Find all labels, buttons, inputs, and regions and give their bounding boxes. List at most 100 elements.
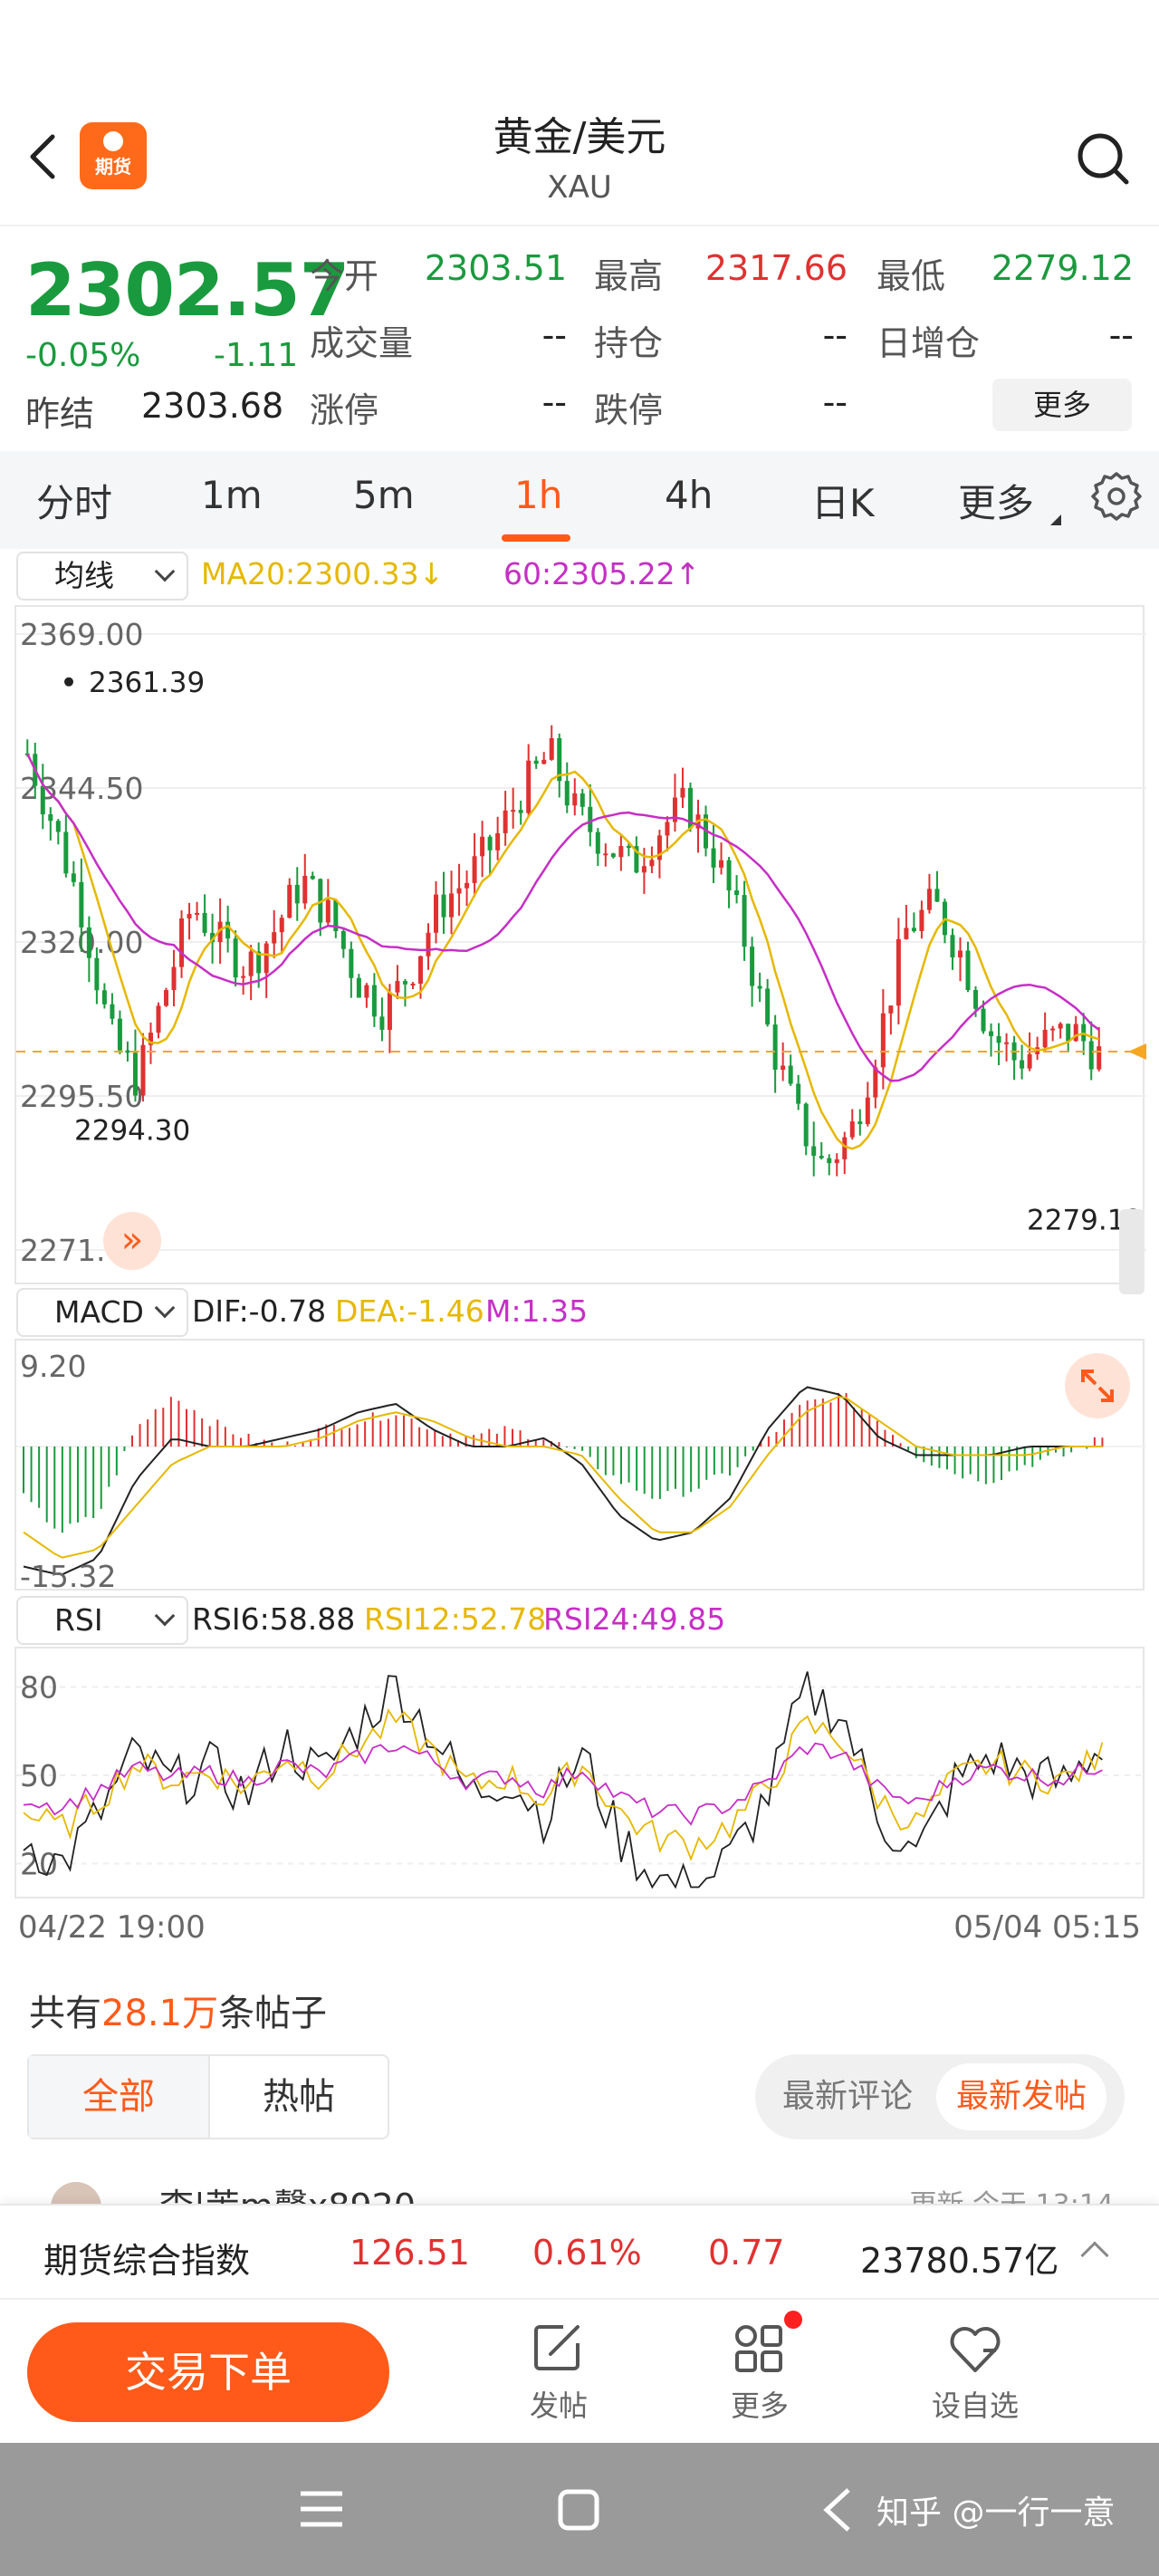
macd-svg: 9.20 -15.32 — [16, 1349, 1146, 1592]
tab-intraday[interactable]: 分时 — [36, 481, 113, 525]
fast-forward-button[interactable]: » — [103, 1212, 161, 1270]
candle-body — [526, 760, 532, 813]
candle-body — [217, 921, 223, 943]
macd-chart[interactable]: 9.20 -15.32 — [14, 1339, 1146, 1592]
macd-dif-value: DIF:-0.78 — [192, 1293, 327, 1329]
candle-body — [325, 899, 330, 923]
macd-indicator-select[interactable]: MACD — [16, 1288, 188, 1337]
grid-more-icon[interactable] — [728, 2320, 791, 2378]
notification-dot — [784, 2311, 802, 2329]
sort-latest-comment[interactable]: 最新评论 — [782, 2078, 914, 2115]
ma20-line — [26, 753, 1100, 1150]
rsi-indicator-select[interactable]: RSI — [16, 1596, 188, 1645]
candle-body — [711, 848, 716, 868]
candle-body — [1004, 1042, 1010, 1044]
candle-body — [263, 943, 269, 974]
candle-body — [819, 1156, 824, 1158]
candle-body — [187, 914, 192, 918]
more-label[interactable]: 更多 — [730, 2389, 789, 2423]
rsi-svg: 80 50 20 — [16, 1670, 1146, 1889]
limit-down-label: 跌停 — [594, 390, 664, 430]
candle-body — [656, 835, 662, 860]
change-value: -1.11 — [214, 337, 299, 374]
quote-panel: 2302.57 -0.05% -1.11 昨结 2303.68 今开 2303.… — [0, 225, 1159, 447]
candle-body — [302, 876, 308, 904]
candle-body — [79, 881, 84, 928]
post-label[interactable]: 发帖 — [529, 2389, 588, 2423]
candle-body — [873, 1067, 878, 1098]
candle-body — [495, 832, 501, 851]
candle-body — [595, 831, 600, 854]
search-icon[interactable] — [1074, 130, 1132, 187]
menu-icon[interactable] — [299, 2488, 344, 2530]
candle-body — [734, 890, 740, 896]
candle-body — [634, 846, 639, 873]
expand-chart-button[interactable] — [1065, 1353, 1130, 1418]
tab-5m[interactable]: 5m — [353, 473, 415, 517]
chevron-up-icon[interactable] — [1080, 2241, 1109, 2270]
candle-body — [842, 1137, 848, 1159]
futures-index-bar[interactable]: 期货综合指数 126.51 0.61% 0.77 23780.57亿 — [0, 2204, 1159, 2298]
candle-body — [618, 846, 624, 858]
rsi-chart[interactable]: 80 50 20 — [14, 1647, 1146, 1898]
tab-4h[interactable]: 4h — [665, 473, 714, 517]
gear-icon[interactable] — [1091, 471, 1142, 522]
candle-body — [757, 985, 762, 989]
dif-line — [23, 1386, 1103, 1576]
index-percent: 0.61% — [532, 2233, 642, 2273]
volume-label: 成交量 — [310, 323, 414, 363]
tab-hot-posts[interactable]: 热帖 — [208, 2056, 388, 2138]
candle-body — [86, 927, 91, 958]
candle-body — [310, 876, 315, 879]
heart-plus-icon[interactable] — [943, 2320, 1007, 2378]
ma-indicator-select[interactable]: 均线 — [16, 552, 188, 601]
rsi6-value: RSI6:58.88 — [192, 1601, 356, 1637]
last-price: 2302.57 — [25, 248, 350, 332]
system-navigation-bar: 知乎 @一行一意 — [0, 2443, 1159, 2576]
candle-body — [371, 985, 377, 1017]
post-author-name: 李|茉m馨x8920 — [159, 2178, 416, 2204]
kline-chart[interactable]: 2369.00 2344.50 2320.00 2295.50 2271.00 2361.… — [14, 605, 1146, 1284]
candle-body — [434, 894, 439, 933]
post-list-item[interactable]: 李|茉m馨x8920 更新 今天 13:14 — [0, 2178, 1159, 2204]
home-icon[interactable] — [557, 2488, 600, 2532]
candle-body — [641, 866, 647, 873]
tab-1m[interactable]: 1m — [201, 473, 263, 517]
tab-all-posts[interactable]: 全部 — [29, 2056, 208, 2138]
candle-body — [333, 899, 339, 932]
watchlist-label[interactable]: 设自选 — [931, 2389, 1019, 2423]
candle-body — [750, 947, 755, 986]
ma60-value: 60:2305.22↑ — [503, 556, 701, 591]
y-tick-label: 50 — [20, 1758, 58, 1793]
trade-order-button[interactable]: 交易下单 — [27, 2322, 389, 2422]
candle-body — [210, 933, 216, 943]
candle-body — [179, 918, 185, 967]
timeframe-tabs: 分时 1m 5m 1h 4h 日K 更多 — [0, 451, 1159, 549]
candle-body — [364, 985, 369, 998]
dea-line — [23, 1395, 1103, 1559]
tab-daily-k[interactable]: 日K — [811, 481, 875, 525]
candle-body — [518, 810, 523, 813]
candle-body — [680, 787, 685, 798]
sort-latest-post[interactable]: 最新发帖 — [936, 2063, 1107, 2130]
candle-body — [480, 836, 485, 857]
candle-body — [911, 928, 916, 931]
candle-body — [379, 1016, 385, 1030]
daily-oi-label: 日增仓 — [876, 323, 981, 363]
candle-body — [904, 928, 909, 939]
candle-body — [472, 856, 477, 883]
side-panel-handle[interactable] — [1119, 1209, 1145, 1294]
back-arrow-icon[interactable] — [25, 130, 62, 184]
ma20-value: MA20:2300.33↓ — [201, 556, 445, 591]
candle-body — [465, 882, 470, 889]
last-price-marker — [1128, 1043, 1146, 1060]
back-nav-icon[interactable] — [819, 2485, 856, 2535]
candle-body — [156, 1005, 161, 1033]
quote-more-button[interactable]: 更多 — [992, 379, 1132, 431]
edit-post-icon[interactable] — [527, 2320, 590, 2378]
rsi24-line — [23, 1742, 1103, 1826]
tab-more[interactable]: 更多 — [958, 481, 1035, 525]
candle-body — [880, 1013, 886, 1068]
candle-body — [1042, 1029, 1048, 1048]
tab-1h[interactable]: 1h — [514, 473, 563, 517]
